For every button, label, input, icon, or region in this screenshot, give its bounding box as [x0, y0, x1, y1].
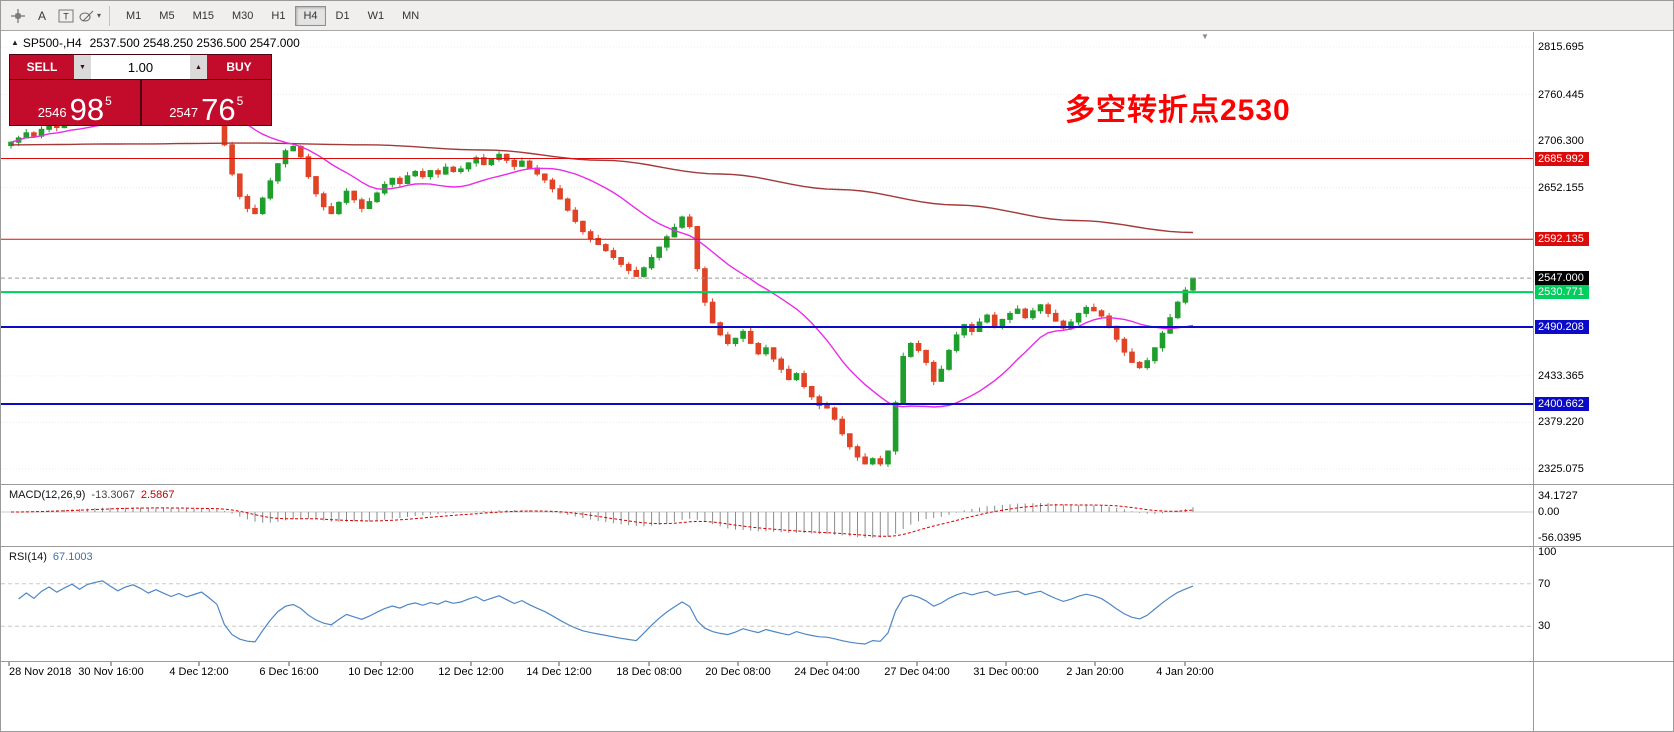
rsi-line: [18, 580, 1194, 645]
text-label-glyph: A: [37, 8, 46, 23]
timeframe-button-m30[interactable]: M30: [224, 6, 261, 26]
timeframe-button-h4[interactable]: H4: [295, 5, 326, 26]
symbol-marker-icon: ▲: [11, 38, 19, 47]
slow-ma-line: [11, 142, 1194, 234]
sell-price-sup: 5: [105, 94, 112, 108]
candlestick-series: [8, 102, 1196, 467]
buy-button[interactable]: BUY: [207, 55, 271, 79]
trade-panel-price-row: 2546 98 5 2547 76 5: [10, 80, 271, 125]
sell-price-stem: 2546: [37, 105, 67, 121]
toolbar: A T ▾ M1 M5 M15 M30 H1 H4 D1 W1 MN: [1, 1, 1673, 31]
chevron-down-icon: ▾: [97, 11, 102, 20]
macd-signal-line: [11, 504, 1194, 537]
buy-price-big: 76: [201, 91, 236, 127]
timeframe-group: M1 M5 M15 M30 H1 H4 D1 W1 MN: [117, 5, 428, 26]
trade-panel-top-row: SELL ▼ ▲ BUY: [10, 55, 271, 79]
svg-text:T: T: [63, 11, 69, 21]
symbol-header: ▲ SP500-,H4 2537.500 2548.250 2536.500 254…: [11, 36, 300, 50]
timeframe-button-m15[interactable]: M15: [185, 6, 222, 26]
text-box-icon[interactable]: T: [54, 5, 78, 27]
symbol-name: SP500-,H4: [22, 36, 82, 50]
sell-button[interactable]: SELL: [10, 55, 74, 79]
rsi-value: 67.1003: [52, 551, 93, 563]
timeframe-button-m5[interactable]: M5: [151, 6, 182, 26]
rsi-title: RSI(14): [9, 551, 47, 563]
volume-increase-button[interactable]: ▲: [190, 55, 207, 79]
fast-ma-line: [10, 110, 1194, 408]
shapes-icon[interactable]: ▾: [78, 5, 102, 27]
timeframe-button-mn[interactable]: MN: [394, 6, 427, 26]
chart-annotation-text: 多空转折点2530: [1065, 94, 1291, 127]
sell-price-display[interactable]: 2546 98 5: [10, 80, 140, 125]
buy-price-display[interactable]: 2547 76 5: [141, 80, 271, 127]
sell-price-big: 98: [69, 91, 105, 127]
timeframe-button-h1[interactable]: H1: [263, 6, 293, 26]
text-label-icon[interactable]: A: [30, 5, 54, 27]
timeframe-button-w1[interactable]: W1: [360, 6, 393, 26]
toolbar-separator: [109, 5, 111, 26]
buy-price-stem: 2547: [169, 105, 199, 121]
macd-label: MACD(12,26,9) -13.3067 2.5867: [9, 489, 175, 501]
timeframe-button-d1[interactable]: D1: [328, 6, 358, 26]
one-click-trading-panel: SELL ▼ ▲ BUY 2546 98 5 2547 76 5: [9, 54, 272, 126]
buy-price-sup: 5: [236, 94, 244, 108]
macd-title: MACD(12,26,9): [9, 489, 86, 501]
chart-shift-marker: ▼: [1201, 32, 1209, 41]
crosshair-icon[interactable]: [6, 5, 30, 27]
rsi-label: RSI(14) 67.1003: [9, 551, 93, 563]
timeframe-button-m1[interactable]: M1: [118, 6, 149, 26]
macd-histogram: [18, 503, 1194, 538]
volume-input[interactable]: [91, 55, 190, 79]
macd-signal-value: 2.5867: [140, 489, 175, 501]
volume-decrease-button[interactable]: ▼: [74, 55, 91, 79]
symbol-ohlc: 2537.500 2548.250 2536.500 2547.000: [89, 36, 300, 50]
macd-main-value: -13.3067: [91, 489, 135, 501]
